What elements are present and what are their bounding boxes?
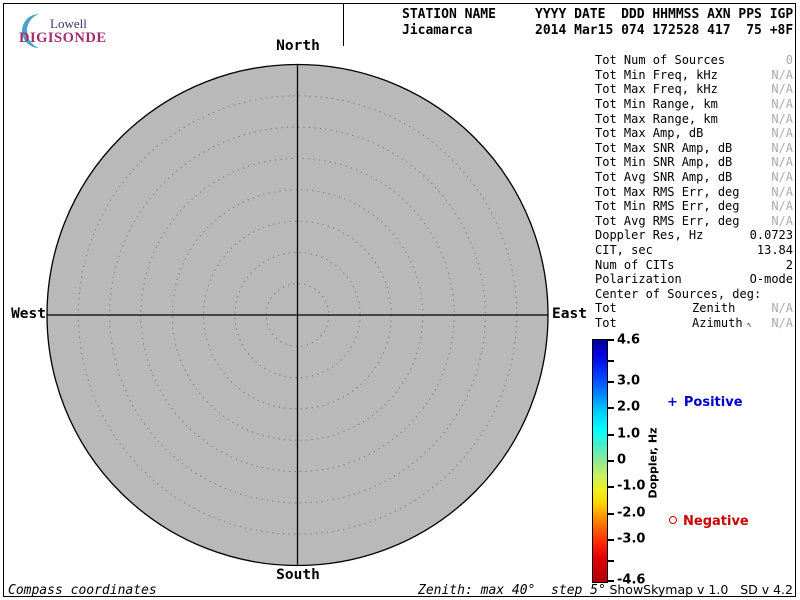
legend-positive: + Positive xyxy=(667,395,743,410)
direction-label-north: North xyxy=(276,38,320,54)
colorbar-label: -2.0 xyxy=(617,505,646,521)
stat-row: Tot Min SNR Amp, dB N/A xyxy=(595,155,793,170)
legend-negative: Negative xyxy=(669,514,749,529)
header-col-pps: PPS 75 xyxy=(738,7,762,38)
stat-row: Tot Max SNR Amp, dB N/A xyxy=(595,140,793,155)
coordinate-system-label: Compass coordinates xyxy=(8,583,157,598)
statistics-panel: Tot Num of Sources 0 Tot Min Freq, kHz N/A… xyxy=(595,53,793,330)
stat-row: Tot Max Freq, kHz N/A xyxy=(595,82,793,97)
colorbar-axis-title: Doppler, Hz xyxy=(646,427,660,499)
header-station-name-value: Jicamarca xyxy=(402,23,473,38)
stat-row: Tot Min Range, km N/A xyxy=(595,97,793,112)
colorbar-label: -3.0 xyxy=(617,531,646,547)
circle-marker-icon xyxy=(669,516,677,524)
legend-negative-label: Negative xyxy=(683,514,749,529)
stat-row: Tot Azimuth ↖ N/A xyxy=(595,315,793,330)
stat-row: Tot Zenith N/A xyxy=(595,301,793,316)
version-label: ShowSkymap v 1.0 SD v 4.2 xyxy=(609,582,793,597)
stat-row: Polarization O-mode xyxy=(595,272,793,287)
stat-row: Tot Max RMS Err, deg N/A xyxy=(595,184,793,199)
header-col-year: YYYY 2014 xyxy=(535,7,567,38)
header-separator-line xyxy=(343,4,344,46)
colorbar-tick xyxy=(607,407,614,409)
colorbar-label: 0 xyxy=(617,452,627,468)
stat-row: Tot Num of Sources 0 xyxy=(595,53,793,68)
colorbar-label: -1.0 xyxy=(617,478,646,494)
logo-text-lowell: Lowell xyxy=(50,16,87,31)
colorbar-tick xyxy=(607,486,614,488)
stat-row: Center of Sources, deg: xyxy=(595,286,762,301)
header-col-igp: IGP +8F xyxy=(769,7,794,38)
colorbar-tick xyxy=(607,339,614,341)
direction-label-south: South xyxy=(276,567,320,583)
direction-label-west: West xyxy=(11,306,46,322)
colorbar-tick xyxy=(607,360,614,362)
stat-row: Tot Avg SNR Amp, dB N/A xyxy=(595,170,793,185)
colorbar-tick xyxy=(607,434,614,436)
stat-row: Doppler Res, Hz 0.0723 xyxy=(595,228,793,243)
stat-row: Tot Min RMS Err, deg N/A xyxy=(595,199,793,214)
stat-row: Tot Min Freq, kHz N/A xyxy=(595,67,793,82)
crescent-logo-icon xyxy=(21,13,39,48)
header-station-name-label: STATION NAME xyxy=(402,7,496,22)
doppler-colorbar xyxy=(592,339,608,583)
stat-row: Tot Max Amp, dB N/A xyxy=(595,126,793,141)
zenith-range-label: Zenith: max 40° step 5° xyxy=(418,583,606,598)
window-frame xyxy=(3,3,796,597)
direction-label-east: East xyxy=(552,306,587,322)
colorbar-tick xyxy=(607,560,614,562)
station-header: STATION NAME Jicamarca YYYY 2014 DATE Ma… xyxy=(402,7,793,39)
header-col-time: HHMMSS 172528 xyxy=(652,7,700,38)
header-col-axn: AXN 417 xyxy=(707,7,731,38)
stat-row: Tot Max Range, km N/A xyxy=(595,111,793,126)
colorbar-tick xyxy=(607,460,614,462)
colorbar-label: -4.6 xyxy=(617,572,646,588)
header-col-station: STATION NAME Jicamarca xyxy=(402,7,527,39)
colorbar-label: 3.0 xyxy=(617,373,641,389)
cursor-artifact: ↖ xyxy=(746,319,752,330)
logo-text-digisonde: DIGISONDE xyxy=(19,30,107,46)
plus-marker-icon: + xyxy=(667,395,678,410)
colorbar-tick xyxy=(607,580,614,582)
colorbar-tick xyxy=(607,539,614,541)
colorbar-label: 1.0 xyxy=(617,426,641,442)
stat-row: CIT, sec 13.84 xyxy=(595,243,793,258)
lowell-digisonde-logo: Lowell DIGISONDE xyxy=(12,8,122,50)
colorbar-tick xyxy=(607,513,614,515)
header-col-ddd: DDD 074 xyxy=(621,7,645,38)
stat-row: Num of CITs 2 xyxy=(595,257,793,272)
stat-row: Tot Avg RMS Err, deg N/A xyxy=(595,213,793,228)
colorbar-label: 4.6 xyxy=(617,332,641,348)
legend-positive-label: Positive xyxy=(683,395,743,410)
colorbar-tick xyxy=(607,381,614,383)
header-col-date: DATE Mar15 xyxy=(574,7,614,38)
colorbar-label: 2.0 xyxy=(617,399,641,415)
